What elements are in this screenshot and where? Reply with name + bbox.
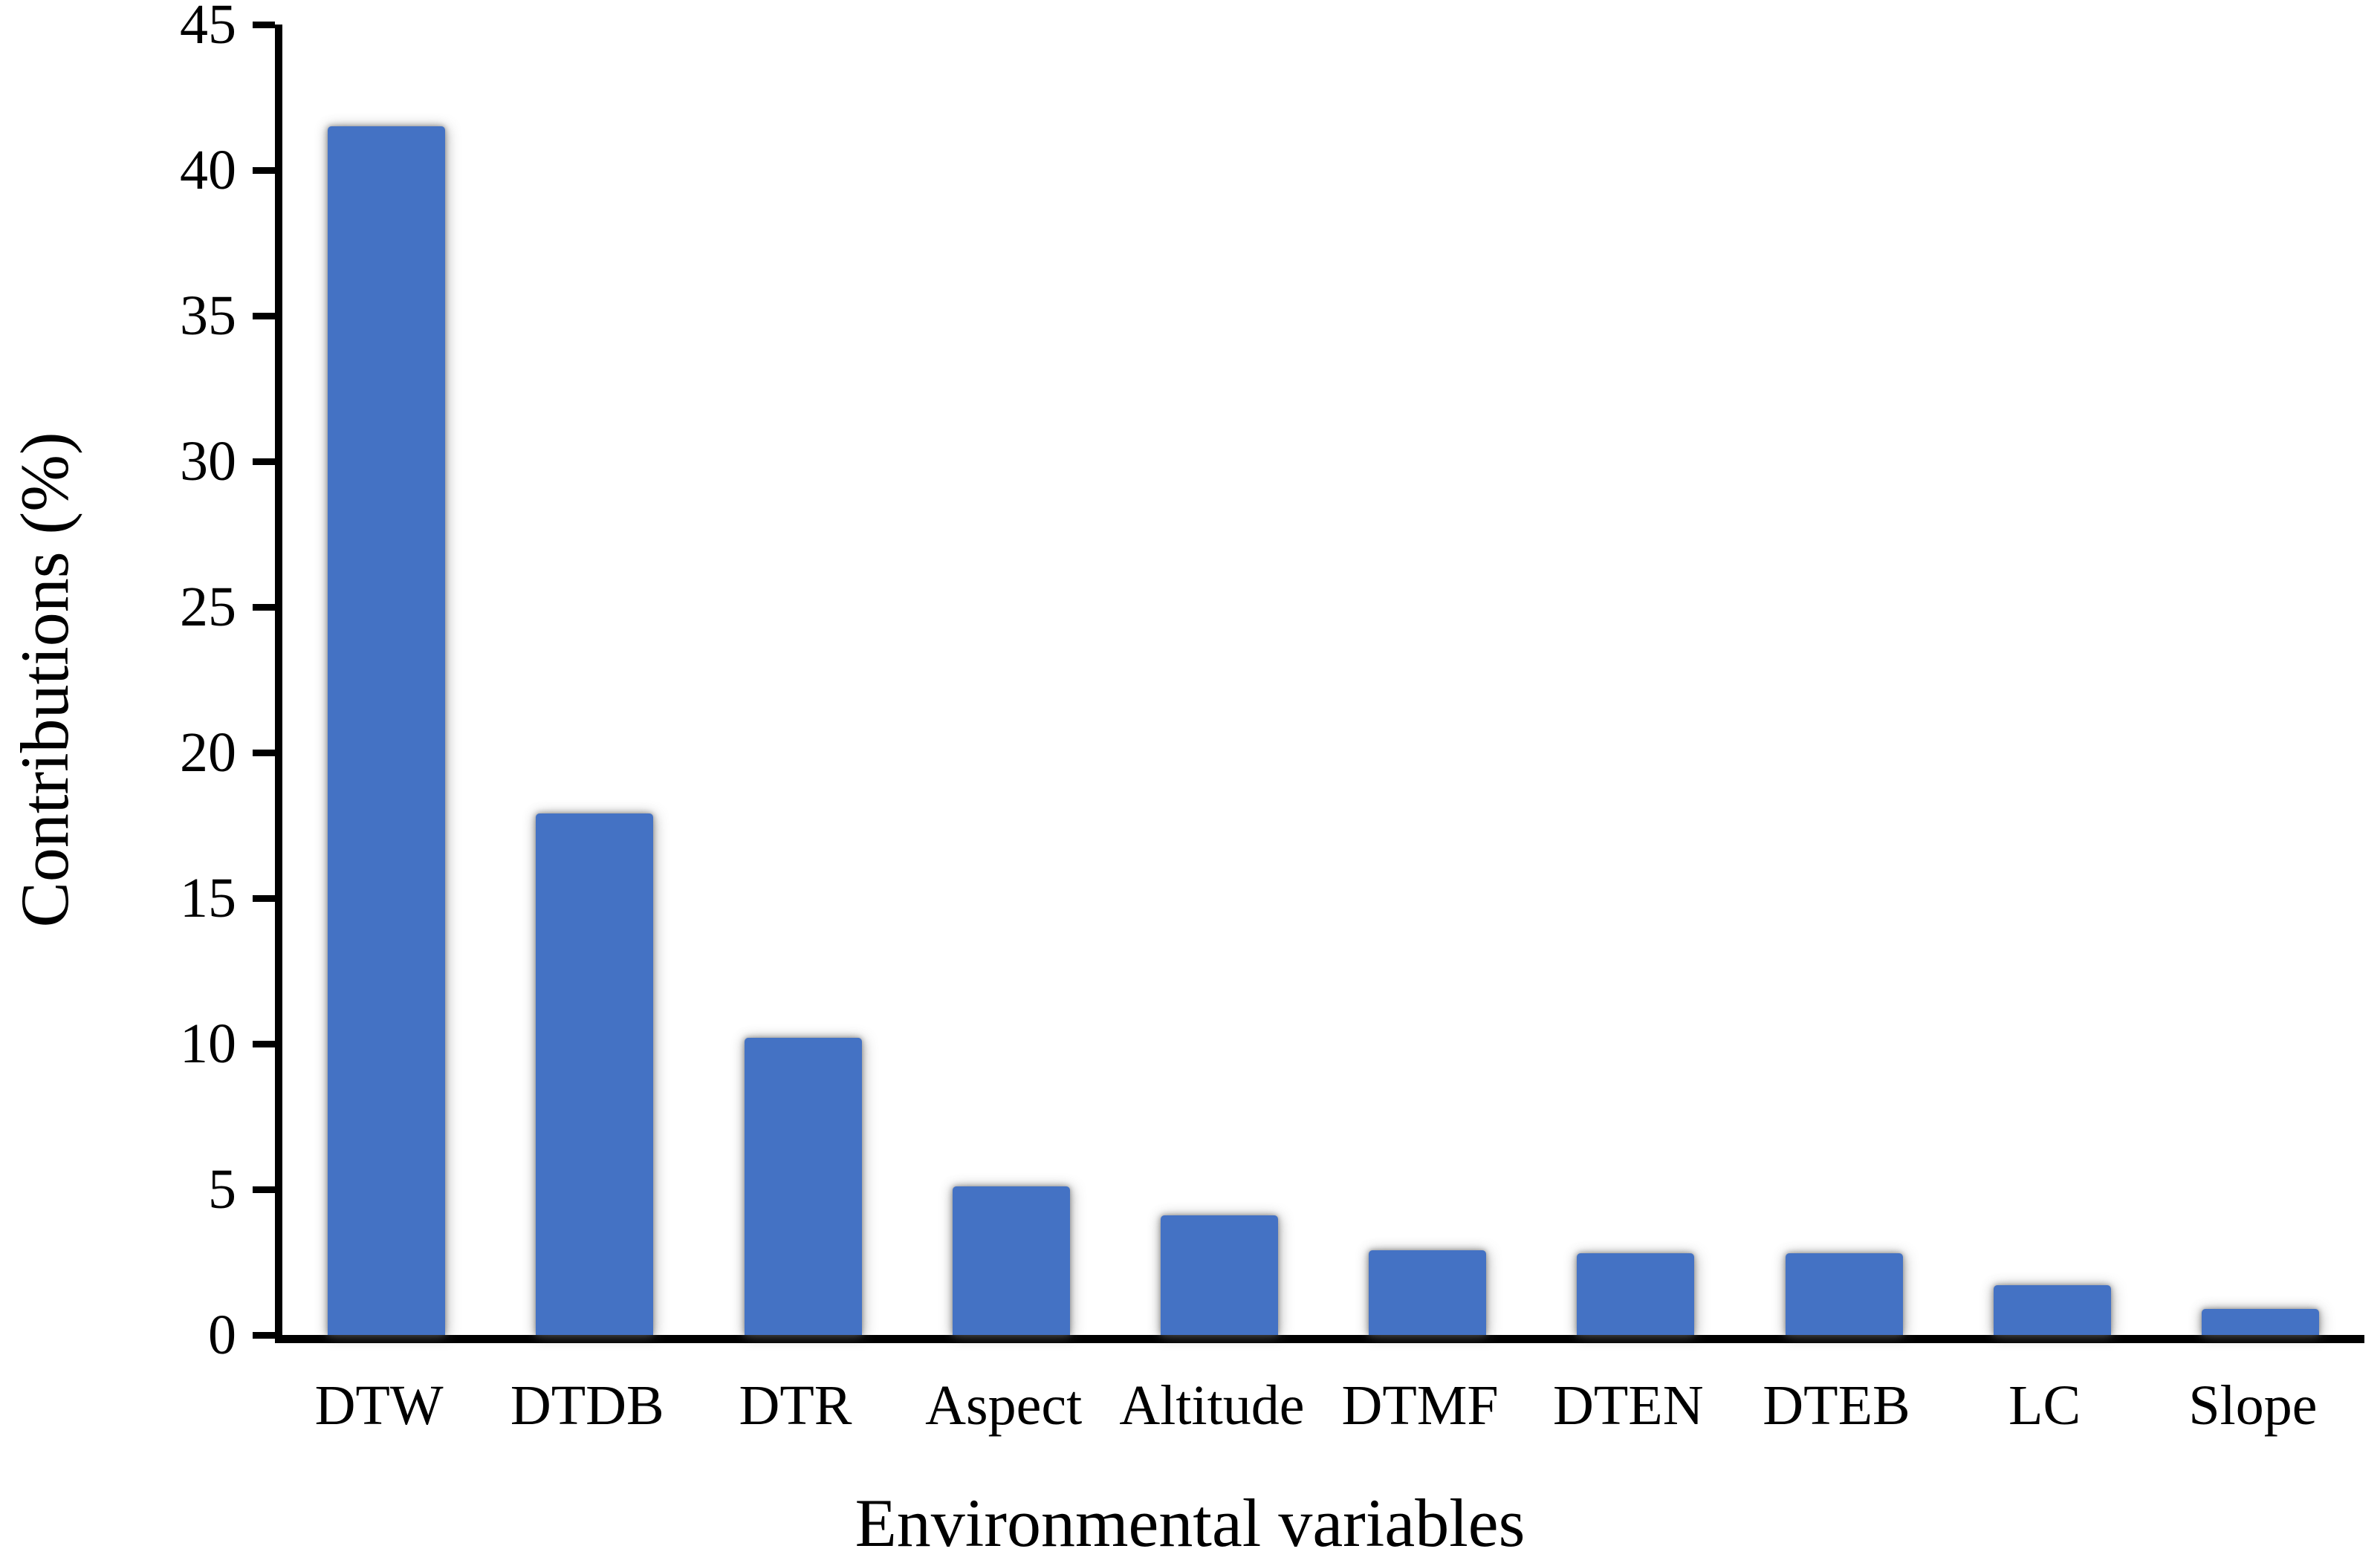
y-tick-mark	[253, 312, 275, 319]
y-tick-label: 15	[180, 867, 236, 929]
x-category-label-dten: DTEN	[1552, 1374, 1704, 1437]
x-category-label-dtr: DTR	[739, 1374, 852, 1437]
x-category-label-dtdb: DTDB	[510, 1374, 664, 1437]
x-axis-title: Environmental variables	[855, 1485, 1525, 1561]
bar-dteb	[1785, 1253, 1903, 1335]
y-tick-label: 35	[180, 285, 236, 347]
y-tick-mark	[253, 1040, 275, 1047]
y-tick-label: 5	[208, 1158, 236, 1221]
y-tick-mark	[253, 603, 275, 611]
y-tick-mark	[253, 1331, 275, 1339]
bar-dtmf	[1369, 1250, 1487, 1335]
bar-dtr	[744, 1038, 862, 1335]
y-tick-mark	[253, 1186, 275, 1193]
bar-aspect	[952, 1186, 1070, 1335]
y-axis-title: Contributions (%)	[7, 432, 82, 928]
x-category-label-aspect: Aspect	[925, 1374, 1083, 1437]
y-tick-mark	[253, 458, 275, 465]
y-tick-label: 20	[180, 721, 236, 784]
y-tick-mark	[253, 749, 275, 756]
y-tick-label: 25	[180, 576, 236, 638]
x-category-label-dteb: DTEB	[1763, 1374, 1910, 1437]
bar-altitude	[1160, 1215, 1278, 1335]
x-category-label-lc: LC	[2008, 1374, 2081, 1437]
bar-dten	[1577, 1253, 1695, 1335]
plot-area	[253, 21, 2364, 1343]
x-category-label-dtmf: DTMF	[1341, 1374, 1499, 1437]
x-category-label-slope: Slope	[2188, 1374, 2318, 1437]
y-tick-label: 45	[180, 0, 236, 56]
y-tick-mark	[253, 894, 275, 902]
y-tick-mark	[253, 166, 275, 174]
y-tick-label: 10	[180, 1013, 236, 1075]
x-category-label-dtw: DTW	[314, 1374, 444, 1437]
bar-dtw	[328, 126, 446, 1335]
bar-dtdb	[536, 813, 654, 1335]
y-tick-mark	[253, 21, 275, 28]
x-category-label-altitude: Altitude	[1119, 1374, 1305, 1437]
bar-slope	[2201, 1308, 2319, 1335]
y-tick-label: 30	[180, 430, 236, 493]
bar-lc	[1993, 1285, 2111, 1335]
y-tick-label: 0	[208, 1304, 236, 1366]
y-tick-label: 40	[180, 139, 236, 201]
